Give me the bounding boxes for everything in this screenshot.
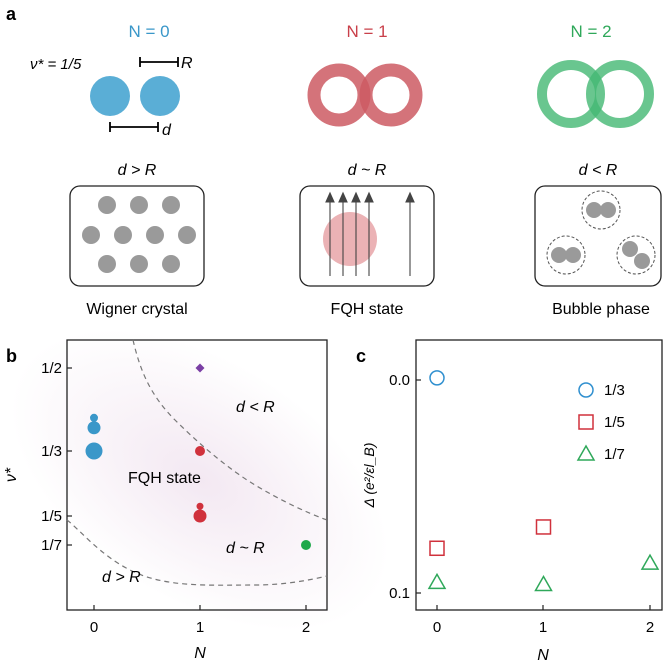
legend-label: 1/5	[604, 414, 625, 431]
legend-marker	[578, 414, 594, 430]
legend-label: 1/3	[604, 382, 625, 399]
wigner-lattice	[82, 196, 196, 273]
c-ytick-label: 0.0	[389, 372, 410, 389]
col0-caption: Wigner crystal	[86, 301, 187, 318]
ring-orbit	[307, 63, 371, 127]
data-point	[535, 519, 552, 535]
panel-c-ticks	[416, 379, 651, 610]
c-xtick-label: 0	[433, 619, 441, 636]
region-fqh: FQH state	[128, 470, 201, 487]
panel-b-frame	[66, 339, 328, 611]
b-ytick-label: 1/5	[41, 508, 62, 525]
col1-title: N = 1	[346, 22, 387, 41]
b-ylabel: ν*	[3, 467, 20, 482]
data-point	[429, 540, 445, 557]
wigner-box	[69, 185, 205, 287]
panel-c-points	[427, 370, 660, 592]
col0-condition: d > R	[118, 162, 157, 179]
r-scalebar	[139, 57, 179, 67]
panel-b-label: b	[6, 346, 17, 366]
region-dsimR: d ~ R	[226, 540, 265, 557]
c-xtick-label: 1	[539, 619, 547, 636]
panel-c-legend: 1/3 1/5 1/7	[576, 382, 625, 463]
data-point	[193, 509, 207, 523]
data-point	[196, 502, 204, 510]
b-xlabel: N	[194, 645, 206, 662]
legend-marker	[576, 444, 596, 461]
c-xlabel: N	[537, 647, 549, 664]
col2-title: N = 2	[570, 22, 611, 41]
data-point	[429, 370, 445, 386]
fqh-box	[299, 185, 435, 287]
col1-condition: d ~ R	[348, 162, 387, 179]
col1-caption: FQH state	[331, 301, 404, 318]
d-scalebar	[109, 122, 159, 132]
region-dgtR: d > R	[102, 569, 141, 586]
b-xtick-label: 0	[90, 619, 98, 636]
panel-c-label: c	[356, 346, 366, 366]
legend-label: 1/7	[604, 446, 625, 463]
ring-orbit	[359, 63, 423, 127]
particle-disk	[90, 76, 130, 116]
col0-title: N = 0	[128, 22, 169, 41]
fqh-region-shade	[10, 329, 390, 631]
data-point	[87, 421, 101, 435]
b-xtick-label: 2	[302, 619, 310, 636]
b-ytick-label: 1/3	[41, 443, 62, 460]
bubble-clusters	[546, 190, 656, 275]
col2-condition: d < R	[579, 162, 618, 179]
b-ytick-label: 1/2	[41, 360, 62, 377]
data-point	[90, 413, 98, 422]
b-xtick-label: 1	[196, 619, 204, 636]
c-ytick-label: 0.1	[389, 585, 410, 602]
ring-orbit	[586, 60, 654, 128]
data-point	[427, 572, 447, 590]
flux-arrows	[325, 191, 415, 276]
panel-b-ticks	[67, 367, 307, 610]
r-label: R	[181, 55, 193, 72]
c-xtick-label: 2	[646, 619, 654, 636]
panel-b-points	[85, 363, 311, 550]
region-dltR: d < R	[236, 399, 275, 416]
data-point	[195, 446, 205, 456]
legend-marker	[578, 382, 594, 398]
bubble-box	[534, 185, 662, 287]
panel-c-plot: 0 1 2 0.0 0.1 N Δ (e²/εl_B) 1/3 1/5 1/7	[361, 339, 663, 664]
diamond-marker	[195, 363, 205, 373]
col2-caption: Bubble phase	[552, 301, 650, 318]
ring-orbit	[537, 60, 605, 128]
lower-boundary	[66, 519, 328, 586]
data-point	[640, 553, 660, 570]
nu-label: ν* = 1/5	[30, 56, 82, 73]
b-ytick-label: 1/7	[41, 537, 62, 554]
panel-a-label: a	[6, 4, 17, 24]
data-point	[85, 442, 103, 460]
data-point	[301, 540, 311, 550]
data-point	[534, 574, 553, 592]
fqh-disk	[323, 212, 377, 266]
panel-b-plot: 0 1 2 1/2 1/3 1/5 1/7 N ν* d < R FQH sta…	[3, 329, 390, 662]
panel-c-frame	[415, 339, 663, 611]
particle-disk	[140, 76, 180, 116]
c-ylabel: Δ (e²/εl_B)	[361, 443, 377, 509]
d-label: d	[162, 122, 172, 139]
